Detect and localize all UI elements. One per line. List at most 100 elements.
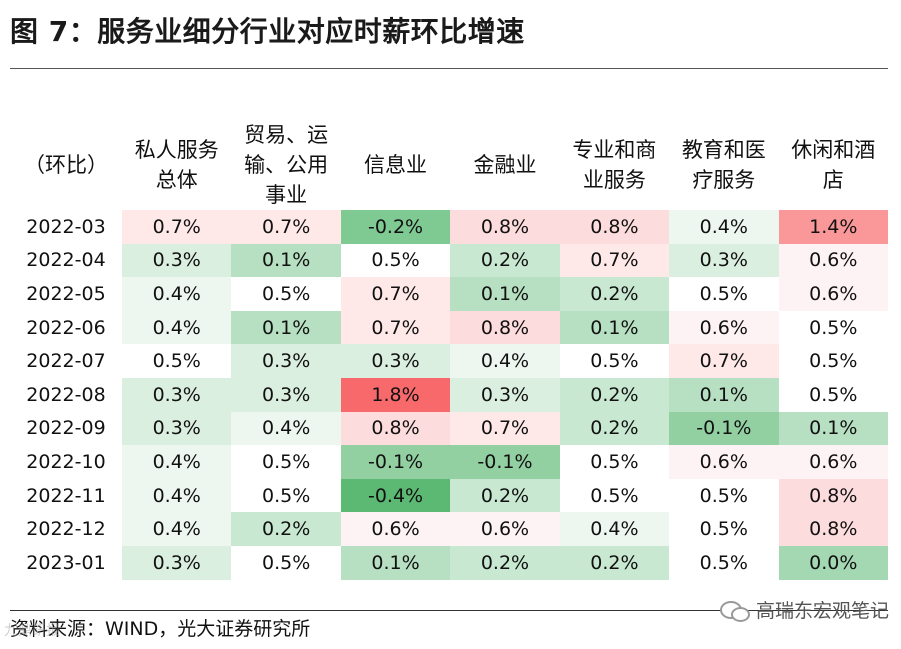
column-header: 休闲和酒 店: [791, 138, 876, 192]
table-row: 2022-05 0.4% 0.5% 0.7% 0.1% 0.2% 0.5% 0.6%: [10, 277, 888, 311]
heatmap-cell: 0.7%: [340, 310, 451, 345]
heatmap-cell: 0.7%: [559, 243, 670, 278]
column-header: 专业和商 业服务: [572, 138, 657, 192]
brand-name: 高瑞东宏观笔记: [755, 600, 889, 622]
heatmap-cell: 0.8%: [340, 411, 451, 446]
heatmap-cell: 0.5%: [231, 277, 341, 311]
heatmap-cell: 0.4%: [231, 411, 341, 446]
heatmap-cell: 0.3%: [122, 243, 232, 278]
table-row: 2022-07 0.5% 0.3% 0.3% 0.4% 0.5% 0.7% 0.5%: [10, 344, 888, 378]
heatmap-cell: 0.1%: [450, 277, 560, 311]
heatmap-cell: 0.8%: [450, 310, 560, 345]
header-row: （环比） 私人服务 总体 贸易、运 输、公用 事业 信息业 金融业 专业和商 业服务 教育…: [10, 120, 888, 210]
heatmap-cell: 0.5%: [559, 478, 670, 513]
heatmap-cell: 1.8%: [340, 377, 451, 412]
heatmap-cell: 0.2%: [450, 478, 560, 513]
heatmap-cell: 0.2%: [559, 545, 670, 580]
heatmap-cell: 0.8%: [778, 512, 888, 546]
heatmap-cell: 0.4%: [122, 277, 232, 311]
heatmap-cell: 0.4%: [122, 310, 232, 345]
heatmap-cell: 0.2%: [231, 512, 341, 546]
heatmap-cell: 0.7%: [450, 411, 560, 446]
row-label: 2022-04: [26, 249, 106, 272]
heatmap-cell: 0.5%: [669, 478, 779, 513]
heatmap-cell: 0.3%: [231, 344, 341, 378]
heatmap-cell: 0.3%: [122, 411, 232, 446]
heatmap-cell: 0.5%: [231, 445, 341, 479]
table-row: 2022-06 0.4% 0.1% 0.7% 0.8% 0.1% 0.6% 0.5%: [10, 310, 888, 345]
heatmap-cell: 0.1%: [669, 377, 779, 412]
heatmap-cell: 0.5%: [122, 344, 232, 378]
column-header: 私人服务 总体: [134, 138, 219, 192]
table-row: 2022-08 0.3% 0.3% 1.8% 0.3% 0.2% 0.1% 0.5%: [10, 377, 888, 412]
row-label: 2022-12: [26, 518, 106, 541]
table-row: 2022-12 0.4% 0.2% 0.6% 0.6% 0.4% 0.5% 0.8%: [10, 512, 888, 546]
row-label: 2022-06: [26, 316, 106, 339]
heatmap-cell: 0.1%: [231, 243, 341, 278]
heatmap-cell: 0.5%: [778, 377, 888, 412]
heatmap-cell: -0.1%: [340, 445, 451, 479]
heatmap-cell: 0.1%: [231, 310, 341, 345]
column-header: 金融业: [473, 153, 537, 177]
heatmap-cell: 0.6%: [778, 243, 888, 278]
table-body: 2022-03 0.7% 0.7% -0.2% 0.8% 0.8% 0.4% 1.4% 2022…: [10, 210, 888, 580]
heatmap-cell: 0.8%: [450, 210, 560, 244]
heatmap-cell: 0.2%: [450, 243, 560, 278]
heatmap-cell: 0.2%: [559, 411, 670, 446]
wechat-icon: [719, 599, 750, 622]
row-label: 2022-03: [26, 215, 106, 238]
heatmap-cell: 0.4%: [669, 210, 779, 244]
heatmap-cell: 0.6%: [340, 512, 451, 546]
source-note: 资料来源：WIND，光大证券研究所: [10, 618, 311, 640]
heatmap-cell: 0.1%: [559, 310, 670, 345]
heatmap-cell: 0.4%: [122, 478, 232, 513]
table-row: 2022-03 0.7% 0.7% -0.2% 0.8% 0.8% 0.4% 1.4%: [10, 210, 888, 244]
heatmap-cell: 0.4%: [122, 445, 232, 479]
column-header: 教育和医 疗服务: [681, 138, 766, 192]
heatmap-cell: 0.5%: [669, 277, 779, 311]
heatmap-cell: 0.5%: [340, 243, 451, 278]
heatmap-cell: 0.7%: [122, 210, 232, 244]
heatmap-cell: 0.5%: [669, 512, 779, 546]
heatmap-cell: 0.3%: [450, 377, 560, 412]
heatmap-cell: 0.5%: [231, 545, 341, 580]
heatmap-cell: 0.1%: [778, 411, 888, 446]
heatmap-cell: 0.1%: [340, 545, 451, 580]
heatmap-cell: 0.3%: [231, 377, 341, 412]
heatmap-cell: 0.3%: [669, 243, 779, 278]
heatmap-cell: 0.4%: [450, 344, 560, 378]
heatmap-cell: 0.3%: [122, 545, 232, 580]
corner-label: （环比）: [24, 153, 108, 177]
column-header: 信息业: [364, 153, 428, 177]
heatmap-cell: 0.4%: [122, 512, 232, 546]
row-label: 2022-11: [26, 484, 106, 507]
heatmap-cell: 0.4%: [559, 512, 670, 546]
heatmap-cell: 0.5%: [778, 310, 888, 345]
heatmap-cell: 0.7%: [340, 277, 451, 311]
row-label: 2022-08: [26, 383, 106, 406]
heatmap-cell: 0.7%: [669, 344, 779, 378]
row-label: 2022-05: [26, 282, 106, 305]
heatmap-cell: -0.1%: [669, 411, 779, 446]
brand-mark: 高瑞东宏观笔记: [719, 596, 889, 623]
heatmap-cell: 0.6%: [778, 277, 888, 311]
figure-title: 图 7：服务业细分行业对应时薪环比增速: [10, 15, 525, 48]
heatmap-cell: -0.4%: [340, 478, 451, 513]
table-row: 2022-10 0.4% 0.5% -0.1% -0.1% 0.5% 0.6% 0.6%: [10, 445, 888, 479]
heatmap-cell: 0.7%: [231, 210, 341, 244]
row-label: 2022-09: [26, 417, 106, 440]
heatmap-cell: 0.5%: [559, 344, 670, 378]
heatmap-cell: 0.2%: [559, 277, 670, 311]
heatmap-cell: 0.5%: [231, 478, 341, 513]
watermark: 九鼎研报: [4, 623, 60, 639]
heatmap-cell: 0.0%: [778, 545, 888, 580]
heatmap-cell: 0.5%: [778, 344, 888, 378]
table-row: 2022-04 0.3% 0.1% 0.5% 0.2% 0.7% 0.3% 0.6%: [10, 243, 888, 278]
heatmap-cell: 1.4%: [778, 210, 888, 244]
heatmap-cell: 0.6%: [669, 310, 779, 345]
bottom-divider: [10, 610, 888, 611]
table-row: 2022-11 0.4% 0.5% -0.4% 0.2% 0.5% 0.5% 0.8%: [10, 478, 888, 513]
heatmap-cell: 0.6%: [450, 512, 560, 546]
row-label: 2022-07: [26, 350, 106, 373]
heatmap-cell: -0.2%: [340, 210, 451, 244]
